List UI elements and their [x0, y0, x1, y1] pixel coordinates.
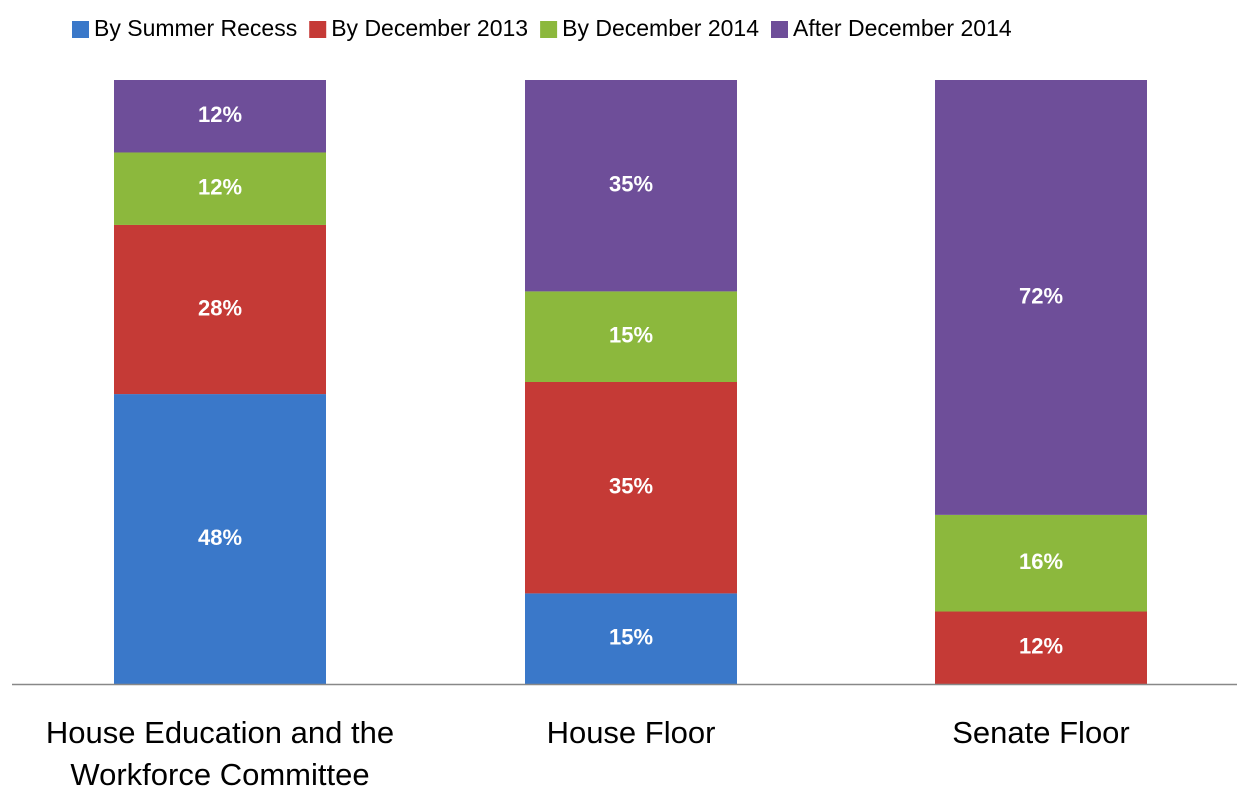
bar-segment — [114, 152, 326, 225]
bar-segment — [114, 394, 326, 684]
data-label: 35% — [609, 172, 653, 197]
x-tick-label: House Education and the Workforce Commit… — [45, 715, 395, 791]
bar-segment — [114, 80, 326, 153]
bar-segment — [525, 80, 737, 292]
data-label: 12% — [198, 175, 242, 200]
legend-swatch — [771, 21, 788, 38]
bar-segment — [935, 611, 1147, 684]
legend-label: By December 2013 — [331, 15, 528, 41]
legend-label: By Summer Recess — [94, 15, 297, 41]
bar-segment — [525, 593, 737, 684]
x-tick-label: Senate Floor — [952, 715, 1130, 750]
legend-swatch — [540, 21, 558, 38]
data-label: 35% — [609, 474, 653, 499]
bar-segment — [935, 80, 1147, 515]
data-label: 28% — [198, 295, 242, 320]
bar-segment — [114, 224, 326, 395]
legend-label: By December 2014 — [562, 15, 759, 41]
legend-swatch — [72, 21, 89, 38]
data-label: 15% — [609, 323, 653, 348]
bar-segment — [525, 382, 737, 594]
bar-segment — [525, 291, 737, 382]
data-label: 72% — [1019, 283, 1063, 308]
x-tick-label: House Floor — [546, 715, 716, 750]
data-label: 16% — [1019, 549, 1063, 574]
data-label: 48% — [198, 525, 242, 550]
bar-segment — [935, 514, 1147, 612]
data-label: 12% — [1019, 634, 1063, 659]
legend-label: After December 2014 — [793, 15, 1012, 41]
data-label: 12% — [198, 102, 242, 127]
legend-swatch — [309, 21, 327, 38]
data-label: 15% — [609, 625, 653, 650]
